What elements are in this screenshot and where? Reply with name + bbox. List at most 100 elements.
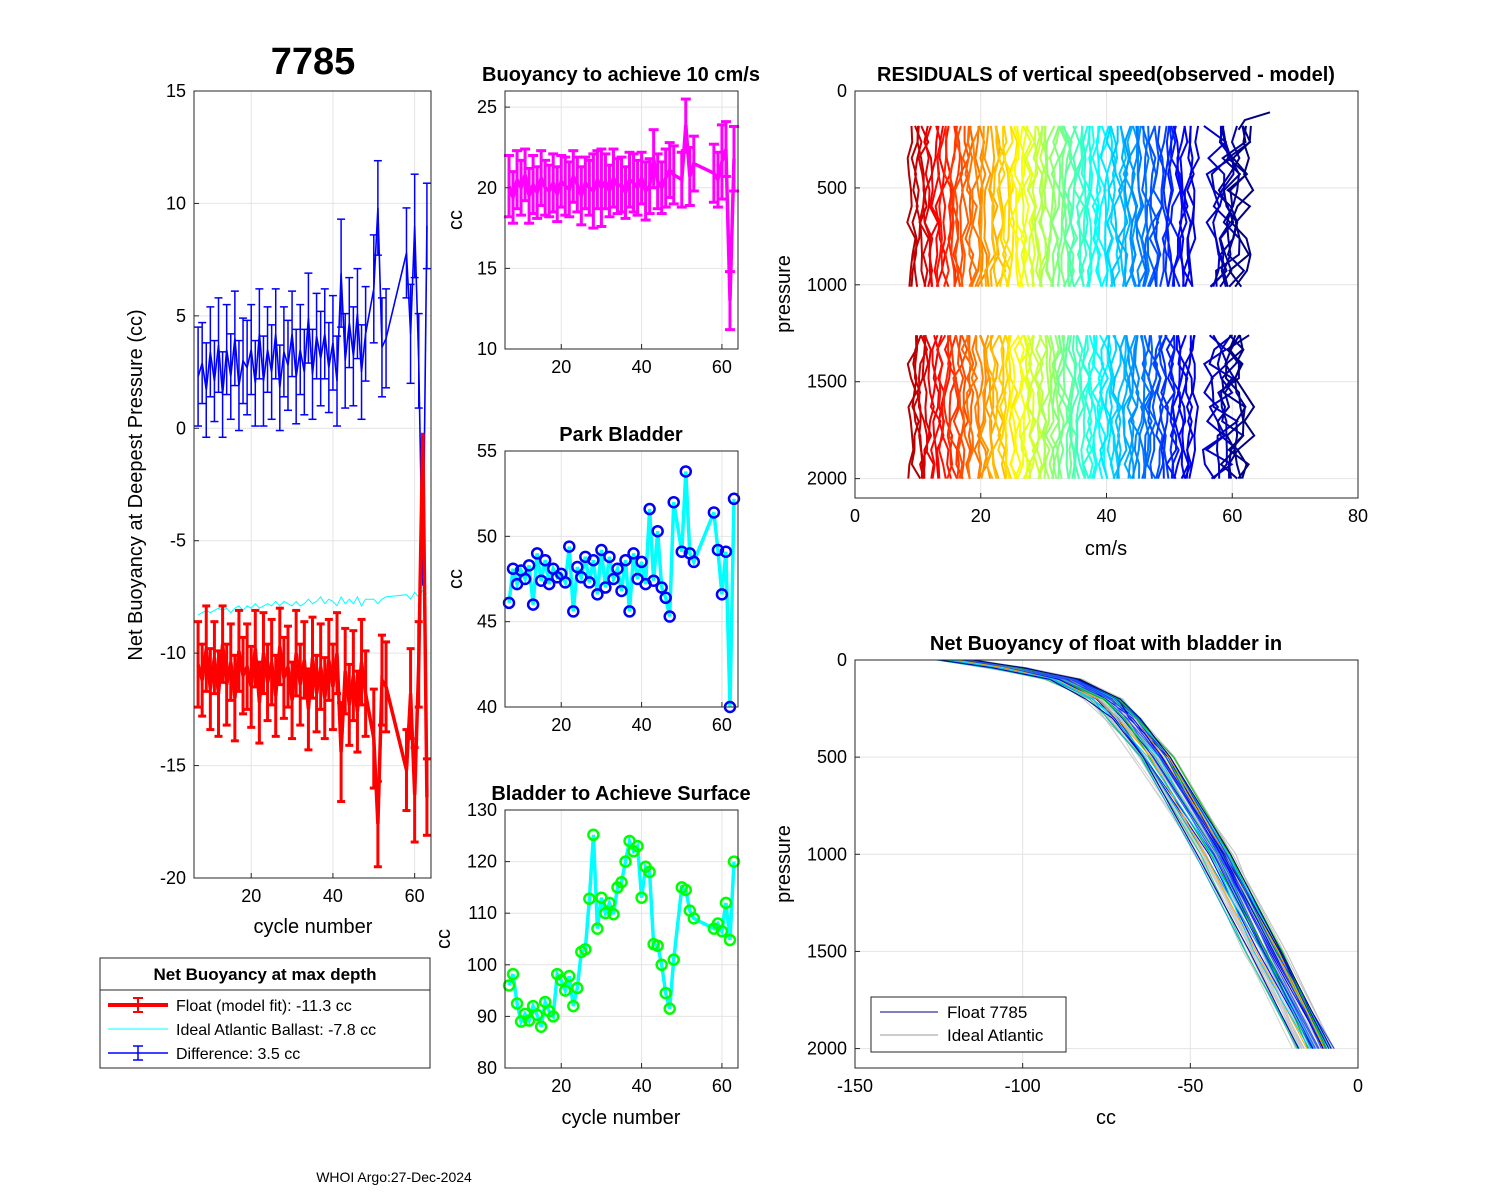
residual-profile: [965, 335, 975, 479]
axes-box-f: [854, 659, 1359, 1069]
park-bladder-marker: [651, 524, 664, 538]
park-bladder-marker: [607, 572, 620, 586]
float-profile: [954, 659, 1308, 1049]
residual-profile: [1111, 125, 1124, 287]
residual-profile: [1147, 335, 1159, 479]
residual-profile: [928, 125, 940, 287]
park-bladder-marker: [655, 581, 668, 594]
surface-bladder-marker: [615, 875, 628, 889]
residual-profile: [1118, 125, 1127, 287]
residual-profile: [1228, 334, 1256, 479]
surface-bladder-marker: [727, 855, 741, 868]
plot-area-d: [505, 810, 738, 1068]
park-bladder-marker: [563, 540, 576, 553]
float-profile: [966, 659, 1320, 1049]
x-tick-label: -50: [1177, 1076, 1203, 1096]
chart-title-f: Net Buoyancy of float with bladder in: [930, 633, 1282, 655]
legend-label-float: Float 7785: [947, 1003, 1027, 1022]
y-tick-label: -5: [170, 531, 186, 551]
park-bladder-marker: [679, 465, 693, 478]
legend-label-float-fit: Float (model fit): -11.3 cc: [176, 998, 352, 1015]
x-tick-label: 20: [551, 715, 571, 735]
y-axis-label-c: cc: [445, 569, 467, 589]
y-tick-label: 0: [837, 81, 847, 101]
residual-profile: [947, 335, 960, 479]
x-tick-label: 40: [1096, 506, 1116, 526]
surface-bladder-marker: [715, 925, 729, 938]
axes-box-a: [193, 90, 432, 879]
surface-bladder-marker: [502, 979, 516, 992]
surface-bladder-marker: [546, 1010, 560, 1023]
y-tick-label: 5: [176, 306, 186, 326]
park-bladder-marker: [687, 555, 701, 569]
park-bladder-marker: [502, 596, 516, 610]
figure-title: 7785: [271, 41, 356, 83]
residual-profile: [965, 125, 978, 288]
x-tick-label: 20: [551, 1076, 571, 1096]
y-tick-label: 50: [477, 526, 497, 546]
surface-bladder-marker: [651, 939, 664, 952]
surface-bladder-marker: [563, 969, 576, 983]
x-axis-label-f: cc: [1096, 1107, 1116, 1129]
y-tick-label: 15: [166, 81, 186, 101]
park-bladder-marker: [635, 555, 648, 569]
y-tick-label: 80: [477, 1058, 497, 1078]
park-bladder-marker: [571, 560, 584, 574]
float-7785-profile: [972, 659, 1332, 1049]
net-buoyancy-legend: Net Buoyancy at max depth Float (model f…: [99, 957, 431, 1069]
residual-profile: [1169, 125, 1182, 288]
residual-profile: [1085, 335, 1096, 479]
residual-profile: [1008, 334, 1020, 479]
residual-profile: [1111, 334, 1122, 479]
residual-profile: [1158, 334, 1170, 479]
park-bladder-marker: [627, 547, 640, 560]
x-axis-label-a: cycle number: [254, 916, 373, 938]
residual-profile: [1050, 125, 1061, 287]
residual-profile: [1075, 125, 1085, 287]
chart-title-d: Bladder to Achieve Surface: [491, 783, 750, 805]
residual-profile: [1068, 125, 1081, 287]
residual-profile: [1123, 125, 1135, 288]
profile-legend: Float 7785 Ideal Atlantic: [870, 996, 1067, 1053]
x-tick-label: 20: [971, 506, 991, 526]
surface-bladder-marker: [587, 828, 600, 842]
x-tick-label: 20: [241, 886, 261, 906]
residual-profile: [948, 125, 958, 287]
residual-profile: [1016, 334, 1026, 479]
residual-profile: [1086, 125, 1099, 287]
y-tick-label: 500: [817, 178, 847, 198]
residual-profile: [1141, 334, 1154, 479]
surface-bladder-marker: [607, 907, 620, 921]
residual-profile: [1064, 335, 1075, 479]
residual-profile: [1106, 335, 1116, 479]
residual-profile: [990, 334, 1002, 479]
x-tick-label: 60: [405, 886, 425, 906]
residuals-panel: 0 20 40 60 80 0 500 1000 1500 2000 RESIDUALS of v…: [773, 64, 1368, 560]
residual-profile: [922, 335, 933, 479]
x-tick-label: 60: [712, 357, 732, 377]
residual-profile: [1030, 125, 1042, 287]
y-tick-label: -15: [160, 756, 186, 776]
residual-profile: [1153, 334, 1166, 479]
residual-profile: [1049, 334, 1061, 479]
y-tick-label: -10: [160, 643, 186, 663]
residual-profile: [1051, 335, 1063, 479]
y-tick-label: 0: [176, 418, 186, 438]
residual-profile: [1018, 125, 1030, 287]
park-bladder-marker: [559, 576, 572, 589]
x-tick-label: 60: [1222, 506, 1242, 526]
residual-profile: [1109, 335, 1121, 479]
residual-profile: [1178, 125, 1189, 287]
y-tick-label: 90: [477, 1006, 497, 1026]
surface-bladder-marker: [559, 984, 572, 997]
residual-profile: [953, 125, 964, 287]
residual-profile: [929, 334, 942, 479]
chart-title-c: Park Bladder: [559, 424, 683, 446]
residual-profile: [906, 335, 918, 479]
surface-bladder-marker: [679, 883, 693, 897]
surface-bladder-marker: [583, 892, 596, 906]
park-bladder-marker: [599, 581, 612, 594]
residual-profile: [916, 335, 927, 479]
footer-text: WHOI Argo:27-Dec-2024: [316, 1169, 472, 1185]
axes-box-d: [504, 809, 739, 1069]
